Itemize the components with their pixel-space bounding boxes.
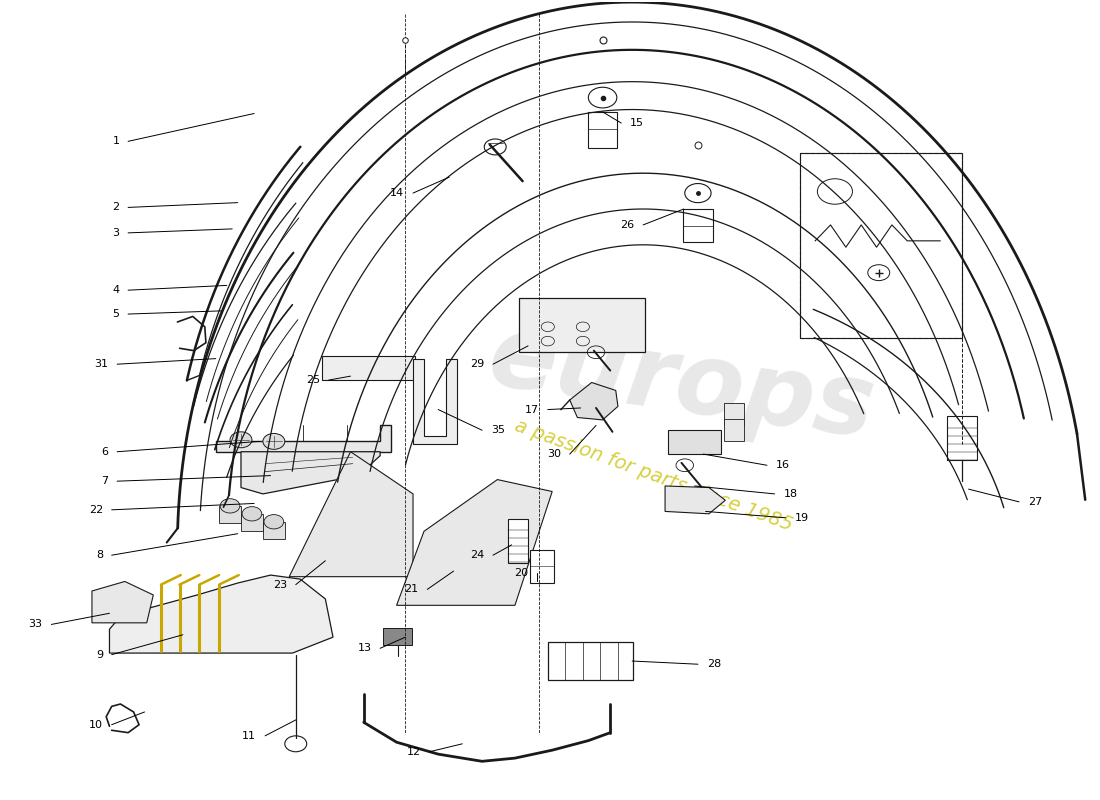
Polygon shape: [666, 486, 725, 514]
Text: 6: 6: [101, 446, 109, 457]
Text: 31: 31: [95, 359, 109, 369]
Text: 11: 11: [242, 731, 256, 741]
Text: 21: 21: [405, 585, 418, 594]
Text: 5: 5: [112, 309, 119, 319]
Text: 23: 23: [273, 580, 287, 590]
Text: 1: 1: [112, 136, 119, 146]
Text: 30: 30: [547, 449, 561, 459]
Text: europs: europs: [483, 309, 880, 459]
Circle shape: [230, 432, 252, 448]
Text: 22: 22: [89, 505, 103, 515]
Text: 16: 16: [776, 460, 790, 470]
Text: 17: 17: [525, 405, 539, 414]
Text: 35: 35: [491, 426, 505, 435]
Bar: [263, 522, 285, 539]
Text: 15: 15: [630, 118, 644, 128]
Text: 8: 8: [96, 550, 103, 560]
Text: 19: 19: [794, 513, 808, 522]
Circle shape: [220, 498, 240, 513]
Text: 10: 10: [89, 720, 103, 730]
Circle shape: [685, 183, 711, 202]
Polygon shape: [289, 452, 412, 577]
Circle shape: [285, 736, 307, 752]
Text: 20: 20: [514, 569, 528, 578]
Text: 28: 28: [706, 659, 721, 670]
Text: 33: 33: [29, 619, 43, 630]
Polygon shape: [216, 426, 392, 452]
Text: 4: 4: [112, 285, 119, 295]
Bar: [669, 430, 720, 454]
Bar: [508, 519, 528, 563]
Bar: [683, 209, 713, 242]
Bar: [800, 154, 962, 338]
Text: 14: 14: [390, 188, 405, 198]
Polygon shape: [241, 452, 381, 494]
Polygon shape: [110, 575, 333, 653]
Bar: [588, 112, 617, 148]
Text: 25: 25: [306, 375, 320, 385]
Circle shape: [264, 514, 284, 529]
Text: 9: 9: [96, 650, 103, 660]
Circle shape: [263, 434, 285, 450]
Bar: [322, 356, 415, 380]
Text: 7: 7: [101, 476, 109, 486]
Text: 24: 24: [470, 550, 484, 560]
Bar: [800, 154, 962, 338]
Bar: [241, 514, 263, 531]
Polygon shape: [412, 358, 456, 444]
Polygon shape: [397, 479, 552, 606]
Text: 18: 18: [783, 489, 798, 499]
Text: 26: 26: [620, 220, 635, 230]
Text: 12: 12: [407, 746, 420, 757]
Bar: [724, 419, 744, 442]
Bar: [548, 642, 634, 680]
Circle shape: [588, 87, 617, 108]
Bar: [519, 298, 646, 352]
Text: 13: 13: [358, 643, 372, 654]
Circle shape: [242, 506, 262, 521]
Polygon shape: [92, 582, 153, 623]
Text: 2: 2: [112, 202, 119, 213]
Text: 29: 29: [470, 359, 484, 369]
Text: 3: 3: [112, 228, 119, 238]
Text: a passion for parts since 1985: a passion for parts since 1985: [513, 416, 795, 535]
Bar: [724, 403, 744, 426]
Bar: [384, 628, 411, 645]
Text: 27: 27: [1027, 497, 1042, 507]
Bar: [219, 506, 241, 523]
Polygon shape: [570, 382, 618, 420]
Bar: [530, 550, 554, 583]
Bar: [947, 416, 978, 460]
